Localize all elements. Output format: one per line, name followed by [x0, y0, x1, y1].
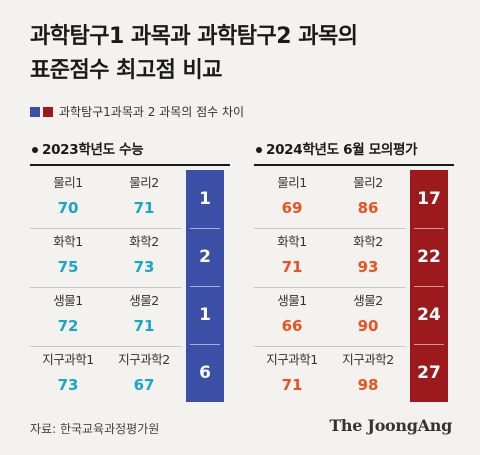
diff-value: 1	[199, 189, 211, 209]
panel-title-2024: 2024학년도 6월 모의평가	[254, 140, 454, 160]
chart-title: 과학탐구1 과목과 과학탐구2 과목의 표준점수 최고점 비교	[30, 20, 358, 88]
panel-2023: 2023학년도 수능 물리1 70 물리2 71 화학1 75 화학2 73 생물1 72 생물2 7…	[30, 140, 230, 402]
table-row: 지구과학1 73 지구과학2 67	[30, 347, 182, 405]
diff-value: 27	[417, 363, 441, 383]
panel-2024: 2024학년도 6월 모의평가 물리1 69 물리2 86 화학1 71 화학2 93 생물1 6…	[254, 140, 454, 402]
score-cell: 화학1 71	[254, 229, 330, 276]
subject-label: 지구과학2	[118, 352, 170, 367]
title-line-1: 과학탐구1 과목과 과학탐구2 과목의	[30, 24, 358, 49]
table-row: 물리1 69 물리2 86	[254, 170, 406, 229]
diff-value: 1	[199, 305, 211, 325]
panel-rule	[30, 164, 230, 166]
legend-swatch-blue	[30, 106, 40, 117]
brand-logo: The JoongAng	[329, 416, 452, 435]
score-value: 71	[133, 199, 155, 217]
score-cell: 생물1 66	[254, 288, 330, 335]
score-value: 86	[357, 199, 379, 217]
panel-rule	[254, 164, 454, 166]
score-value: 71	[281, 258, 303, 276]
score-cell: 생물2 71	[106, 288, 182, 335]
diff-separator	[414, 344, 444, 345]
legend-label: 과학탐구1과목과 2 과목의 점수 차이	[59, 105, 245, 119]
score-cell: 지구과학1 73	[30, 347, 106, 394]
score-value: 73	[133, 258, 155, 276]
table-row: 생물1 66 생물2 90	[254, 288, 406, 347]
subject-label: 화학2	[353, 234, 383, 249]
title-line-2: 표준점수 최고점 비교	[30, 58, 222, 83]
score-cell: 지구과학2 67	[106, 347, 182, 394]
subject-label: 화학2	[129, 234, 159, 249]
table-row: 화학1 75 화학2 73	[30, 229, 182, 288]
diff-bar-2023: 1 2 1 6	[186, 170, 224, 402]
diff-value: 6	[199, 363, 211, 383]
subject-label: 화학1	[53, 234, 83, 249]
subject-label: 물리2	[129, 175, 159, 190]
diff-separator	[190, 228, 220, 229]
diff-bar-2024: 17 22 24 27	[410, 170, 448, 402]
score-cell: 화학2 93	[330, 229, 406, 276]
diff-separator	[414, 286, 444, 287]
score-cell: 물리2 86	[330, 170, 406, 217]
source-note: 자료: 한국교육과정평가원	[30, 422, 160, 436]
score-value: 72	[57, 317, 79, 335]
score-value: 71	[133, 317, 155, 335]
table-row: 화학1 71 화학2 93	[254, 229, 406, 288]
score-rows-2023: 물리1 70 물리2 71 화학1 75 화학2 73 생물1 72 생물2 71 지구과학1 73 지구과…	[30, 170, 182, 405]
score-value: 75	[57, 258, 79, 276]
score-cell: 생물1 72	[30, 288, 106, 335]
score-value: 69	[281, 199, 303, 217]
score-value: 67	[133, 376, 155, 394]
subject-label: 생물1	[53, 293, 83, 308]
subject-label: 물리2	[353, 175, 383, 190]
diff-value: 17	[417, 189, 441, 209]
score-cell: 화학2 73	[106, 229, 182, 276]
diff-separator	[190, 286, 220, 287]
diff-value: 2	[199, 247, 211, 267]
subject-label: 지구과학1	[266, 352, 318, 367]
table-row: 지구과학1 71 지구과학2 98	[254, 347, 406, 405]
legend-swatch-red	[43, 106, 53, 117]
score-cell: 물리2 71	[106, 170, 182, 217]
table-row: 생물1 72 생물2 71	[30, 288, 182, 347]
score-value: 98	[357, 376, 379, 394]
score-value: 73	[57, 376, 79, 394]
score-cell: 화학1 75	[30, 229, 106, 276]
subject-label: 지구과학1	[42, 352, 94, 367]
legend: 과학탐구1과목과 2 과목의 점수 차이	[30, 103, 244, 120]
score-cell: 생물2 90	[330, 288, 406, 335]
subject-label: 화학1	[277, 234, 307, 249]
score-value: 90	[357, 317, 379, 335]
panel-title-2023: 2023학년도 수능	[30, 140, 230, 160]
subject-label: 생물2	[129, 293, 159, 308]
score-cell: 지구과학1 71	[254, 347, 330, 394]
subject-label: 물리1	[53, 175, 83, 190]
score-value: 93	[357, 258, 379, 276]
score-cell: 지구과학2 98	[330, 347, 406, 394]
diff-separator	[414, 228, 444, 229]
score-value: 70	[57, 199, 79, 217]
subject-label: 지구과학2	[342, 352, 394, 367]
score-cell: 물리1 69	[254, 170, 330, 217]
diff-value: 24	[417, 305, 441, 325]
score-rows-2024: 물리1 69 물리2 86 화학1 71 화학2 93 생물1 66 생물2 90 지구과학1 71 지구과…	[254, 170, 406, 405]
diff-value: 22	[417, 247, 441, 267]
subject-label: 물리1	[277, 175, 307, 190]
subject-label: 생물1	[277, 293, 307, 308]
score-value: 66	[281, 317, 303, 335]
subject-label: 생물2	[353, 293, 383, 308]
diff-separator	[190, 344, 220, 345]
score-cell: 물리1 70	[30, 170, 106, 217]
table-row: 물리1 70 물리2 71	[30, 170, 182, 229]
score-value: 71	[281, 376, 303, 394]
